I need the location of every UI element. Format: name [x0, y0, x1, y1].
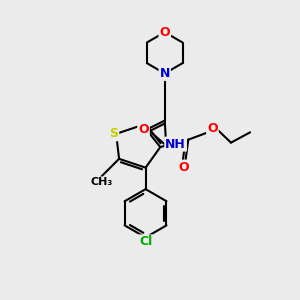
Text: N: N	[160, 67, 170, 80]
Text: S: S	[109, 127, 118, 140]
Text: O: O	[178, 160, 189, 174]
Text: O: O	[159, 26, 170, 39]
Text: O: O	[138, 123, 149, 136]
Text: CH₃: CH₃	[90, 177, 112, 188]
Text: NH: NH	[165, 138, 186, 151]
Text: O: O	[207, 122, 218, 135]
Text: Cl: Cl	[139, 236, 152, 248]
